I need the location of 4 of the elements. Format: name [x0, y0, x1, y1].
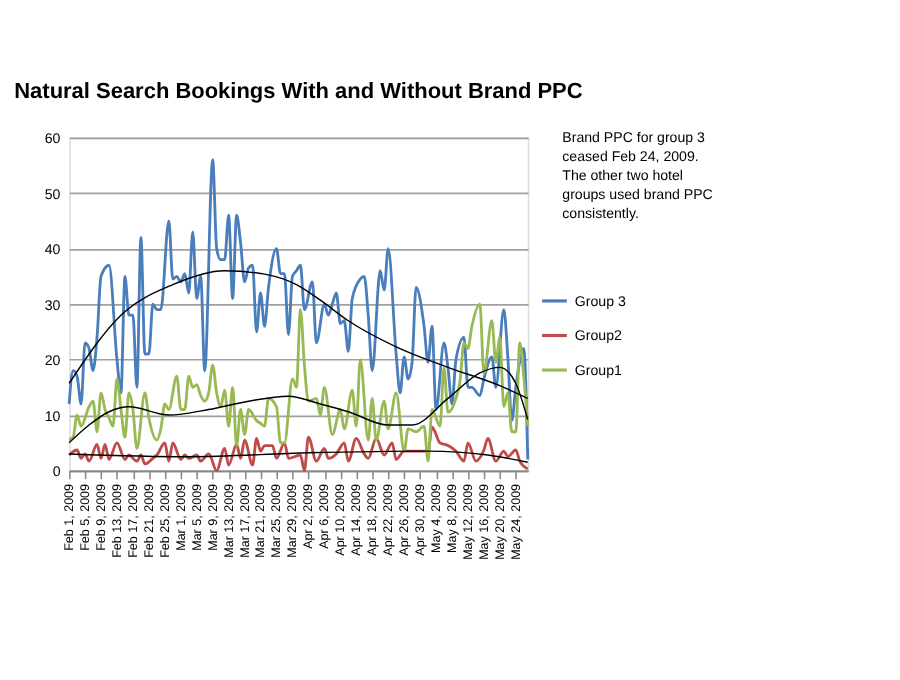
line-series	[67, 302, 530, 463]
line-series	[67, 158, 530, 461]
line-series	[67, 425, 530, 472]
chart-title: Natural Search Bookings With and Without Brand PPC	[14, 80, 583, 105]
